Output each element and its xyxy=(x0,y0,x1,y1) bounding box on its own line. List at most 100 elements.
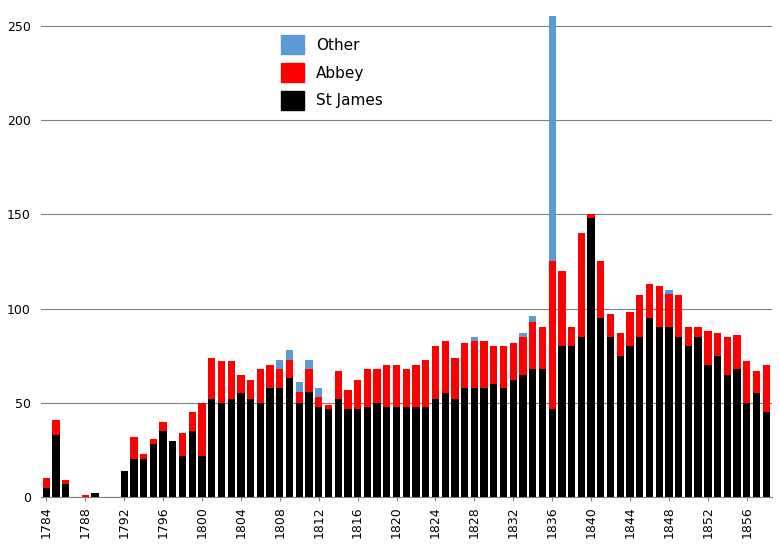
Bar xyxy=(587,214,595,218)
Bar xyxy=(373,369,381,403)
Bar xyxy=(656,328,663,497)
Bar xyxy=(189,431,196,497)
Bar xyxy=(665,294,672,328)
Bar xyxy=(568,328,576,346)
Bar xyxy=(665,290,672,294)
Bar xyxy=(568,346,576,497)
Bar xyxy=(451,399,459,497)
Bar xyxy=(520,374,527,497)
Bar xyxy=(509,343,517,380)
Bar xyxy=(140,459,147,497)
Bar xyxy=(334,399,342,497)
Bar xyxy=(481,388,488,497)
Bar xyxy=(82,495,89,497)
Bar xyxy=(422,360,429,407)
Bar xyxy=(238,393,245,497)
Bar xyxy=(694,337,702,497)
Bar xyxy=(520,333,527,337)
Bar xyxy=(548,409,556,497)
Bar xyxy=(451,358,459,399)
Bar xyxy=(373,403,381,497)
Bar xyxy=(529,322,537,369)
Bar xyxy=(179,433,186,456)
Bar xyxy=(529,316,537,322)
Bar xyxy=(354,409,361,497)
Bar xyxy=(578,337,585,497)
Bar xyxy=(315,388,323,397)
Bar xyxy=(559,346,566,497)
Bar xyxy=(559,271,566,346)
Bar xyxy=(617,356,624,497)
Bar xyxy=(296,391,303,403)
Bar xyxy=(227,361,234,399)
Bar xyxy=(675,295,682,337)
Bar xyxy=(403,369,410,407)
Bar xyxy=(461,343,468,388)
Bar xyxy=(743,361,750,403)
Bar xyxy=(422,407,429,497)
Bar xyxy=(636,295,643,337)
Bar xyxy=(238,374,245,393)
Bar xyxy=(442,393,449,497)
Bar xyxy=(743,403,750,497)
Bar xyxy=(733,335,741,369)
Bar xyxy=(763,365,770,413)
Bar xyxy=(509,380,517,497)
Bar xyxy=(52,420,60,435)
Bar xyxy=(626,346,633,497)
Bar xyxy=(325,405,332,409)
Bar xyxy=(578,233,585,337)
Bar xyxy=(257,369,264,403)
Bar xyxy=(665,328,672,497)
Bar xyxy=(189,413,196,431)
Bar xyxy=(140,454,147,459)
Bar xyxy=(383,365,390,407)
Bar xyxy=(539,328,546,369)
Bar xyxy=(199,456,206,497)
Bar xyxy=(461,388,468,497)
Bar xyxy=(490,346,498,384)
Bar xyxy=(296,382,303,391)
Bar xyxy=(763,413,770,497)
Bar xyxy=(636,337,643,497)
Bar xyxy=(52,435,60,497)
Bar xyxy=(150,444,157,497)
Bar xyxy=(305,369,312,391)
Bar xyxy=(179,456,186,497)
Bar xyxy=(500,346,507,388)
Bar xyxy=(500,388,507,497)
Bar xyxy=(62,484,69,497)
Bar xyxy=(490,384,498,497)
Bar xyxy=(277,388,284,497)
Bar xyxy=(208,399,216,497)
Bar xyxy=(646,284,653,318)
Bar xyxy=(344,390,351,409)
Bar xyxy=(694,328,702,337)
Bar xyxy=(286,360,293,378)
Bar xyxy=(587,218,595,497)
Bar xyxy=(675,337,682,497)
Bar xyxy=(208,358,216,399)
Bar xyxy=(169,440,177,497)
Bar xyxy=(344,409,351,497)
Bar xyxy=(121,471,128,497)
Bar xyxy=(325,409,332,497)
Bar xyxy=(412,407,420,497)
Bar xyxy=(617,333,624,356)
Bar xyxy=(626,312,633,346)
Bar xyxy=(471,337,478,341)
Bar xyxy=(218,403,225,497)
Bar xyxy=(218,361,225,403)
Bar xyxy=(247,380,254,399)
Bar xyxy=(286,378,293,497)
Bar xyxy=(130,459,138,497)
Bar xyxy=(393,365,400,407)
Bar xyxy=(393,407,400,497)
Bar xyxy=(753,393,760,497)
Bar xyxy=(257,403,264,497)
Bar xyxy=(520,337,527,374)
Bar xyxy=(364,369,371,407)
Bar xyxy=(266,365,273,388)
Bar xyxy=(364,407,371,497)
Bar xyxy=(286,350,293,360)
